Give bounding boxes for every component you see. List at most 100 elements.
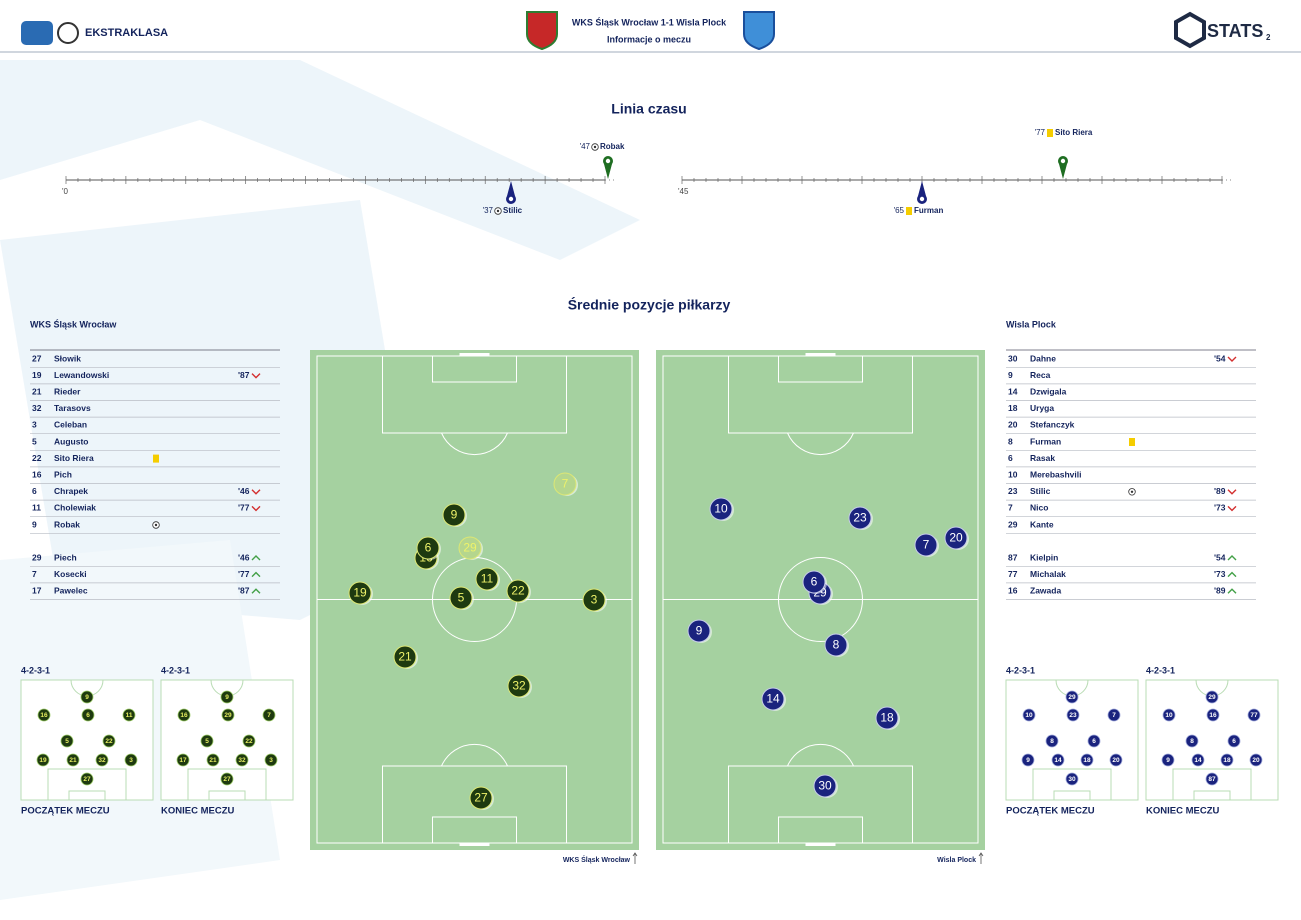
mini-player bbox=[1249, 753, 1263, 767]
timeline-start-label: '0 bbox=[62, 187, 69, 196]
sub-minute: '54 bbox=[1214, 353, 1226, 363]
sub-minute: '46 bbox=[238, 552, 250, 562]
player-marker-number: 6 bbox=[425, 541, 432, 555]
mini-player bbox=[124, 753, 138, 767]
player-marker bbox=[875, 706, 899, 730]
player-number: 16 bbox=[32, 469, 42, 479]
mini-player-number: 3 bbox=[269, 757, 273, 764]
brand-name: STATS bbox=[1207, 21, 1263, 41]
sub-out-arrow bbox=[251, 505, 261, 512]
player-marker-number: 32 bbox=[512, 679, 526, 693]
mini-player bbox=[1161, 753, 1175, 767]
mini-player-number: 21 bbox=[209, 757, 217, 764]
team-name: Wisla Plock bbox=[1006, 319, 1057, 329]
penalty-arc bbox=[787, 432, 854, 456]
attack-arrow bbox=[978, 852, 984, 864]
player-marker bbox=[449, 586, 473, 610]
player-name: Sito Riera bbox=[54, 453, 94, 463]
player-marker bbox=[416, 536, 440, 560]
mini-player bbox=[242, 734, 256, 748]
player-number: 29 bbox=[1008, 519, 1018, 529]
player-name: Celeban bbox=[54, 420, 87, 430]
mini-player bbox=[1109, 753, 1123, 767]
mini-player-number: 11 bbox=[126, 712, 133, 719]
player-marker bbox=[813, 774, 837, 798]
pitch-team-label: Wisla Plock bbox=[937, 857, 976, 864]
sub-in-arrow bbox=[251, 571, 261, 578]
mini-player-number: 14 bbox=[1054, 757, 1062, 764]
goal bbox=[805, 353, 836, 356]
formation-label: KONIEC MECZU bbox=[1146, 806, 1220, 817]
player-number: 22 bbox=[32, 453, 42, 463]
sub-minute: '89 bbox=[1214, 585, 1226, 595]
mini-player-number: 10 bbox=[1165, 712, 1173, 719]
mini-player-number: 22 bbox=[105, 738, 113, 745]
goal-icon-dot bbox=[1130, 490, 1134, 493]
mini-player-number: 6 bbox=[1232, 738, 1236, 745]
mini-player bbox=[1045, 734, 1059, 748]
mini-player-number: 32 bbox=[238, 757, 246, 764]
league-name: EKSTRAKLASA bbox=[85, 27, 168, 39]
sub-minute: '46 bbox=[238, 486, 250, 496]
player-marker bbox=[914, 533, 938, 557]
mini-player-number: 22 bbox=[245, 738, 253, 745]
positions-title: Średnie pozycje piłkarzy bbox=[568, 296, 731, 313]
mini-player-number: 7 bbox=[1112, 712, 1116, 719]
attack-arrow bbox=[632, 852, 638, 864]
event-player: Furman bbox=[914, 206, 943, 215]
sub-in-arrow bbox=[1227, 588, 1237, 594]
player-marker-number: 5 bbox=[458, 591, 465, 605]
player-name: Kante bbox=[1030, 519, 1054, 529]
player-marker-number: 20 bbox=[949, 531, 963, 545]
player-name: Reca bbox=[1030, 370, 1051, 380]
mini-player bbox=[1206, 708, 1220, 722]
player-number: 23 bbox=[1008, 486, 1018, 496]
mini-player bbox=[80, 772, 94, 786]
mini-player-number: 9 bbox=[225, 694, 229, 701]
sub-out-arrow bbox=[251, 373, 261, 379]
player-marker-number: 27 bbox=[474, 791, 488, 805]
mini-player bbox=[206, 753, 220, 767]
player-name: Lewandowski bbox=[54, 370, 109, 380]
mini-player-number: 17 bbox=[179, 757, 187, 764]
player-name: Uryga bbox=[1030, 403, 1054, 413]
mini-goal-box bbox=[1193, 790, 1231, 801]
player-marker bbox=[824, 633, 848, 657]
mini-player bbox=[36, 753, 50, 767]
mini-player bbox=[177, 708, 191, 722]
player-number: 8 bbox=[1008, 436, 1013, 446]
player-number: 27 bbox=[32, 353, 42, 363]
mini-player bbox=[1107, 708, 1121, 722]
mini-player-number: 3 bbox=[129, 757, 133, 764]
mini-player bbox=[1205, 690, 1219, 704]
mini-player-number: 21 bbox=[69, 757, 77, 764]
player-name: Pawelec bbox=[54, 585, 88, 595]
event-pin-dot bbox=[919, 196, 925, 202]
mini-player bbox=[37, 708, 51, 722]
mini-player bbox=[1205, 772, 1219, 786]
player-marker-number: 3 bbox=[591, 593, 598, 607]
mini-player-number: 87 bbox=[1208, 776, 1216, 783]
player-name: Robak bbox=[54, 519, 80, 529]
player-number: 9 bbox=[32, 519, 37, 529]
player-number: 19 bbox=[32, 370, 42, 380]
sub-minute: '87 bbox=[238, 585, 250, 595]
player-number: 9 bbox=[1008, 370, 1013, 380]
mini-player bbox=[81, 708, 95, 722]
player-marker-number: 29 bbox=[463, 541, 477, 555]
team-name: WKS Śląsk Wrocław bbox=[30, 318, 117, 329]
yellow-card bbox=[906, 207, 912, 215]
player-marker-number: 9 bbox=[696, 624, 703, 638]
mini-player bbox=[176, 753, 190, 767]
player-number: 17 bbox=[32, 585, 42, 595]
event-pin-dot bbox=[508, 196, 514, 202]
player-number: 77 bbox=[1008, 569, 1018, 579]
player-marker-number: 19 bbox=[353, 586, 367, 600]
mini-player bbox=[1080, 753, 1094, 767]
player-name: Tarasovs bbox=[54, 403, 91, 413]
goal-icon-dot bbox=[496, 209, 500, 213]
yellow-card bbox=[1047, 129, 1053, 137]
player-marker-number: 6 bbox=[811, 575, 818, 589]
mini-player bbox=[262, 708, 276, 722]
penalty-arc bbox=[787, 743, 854, 767]
